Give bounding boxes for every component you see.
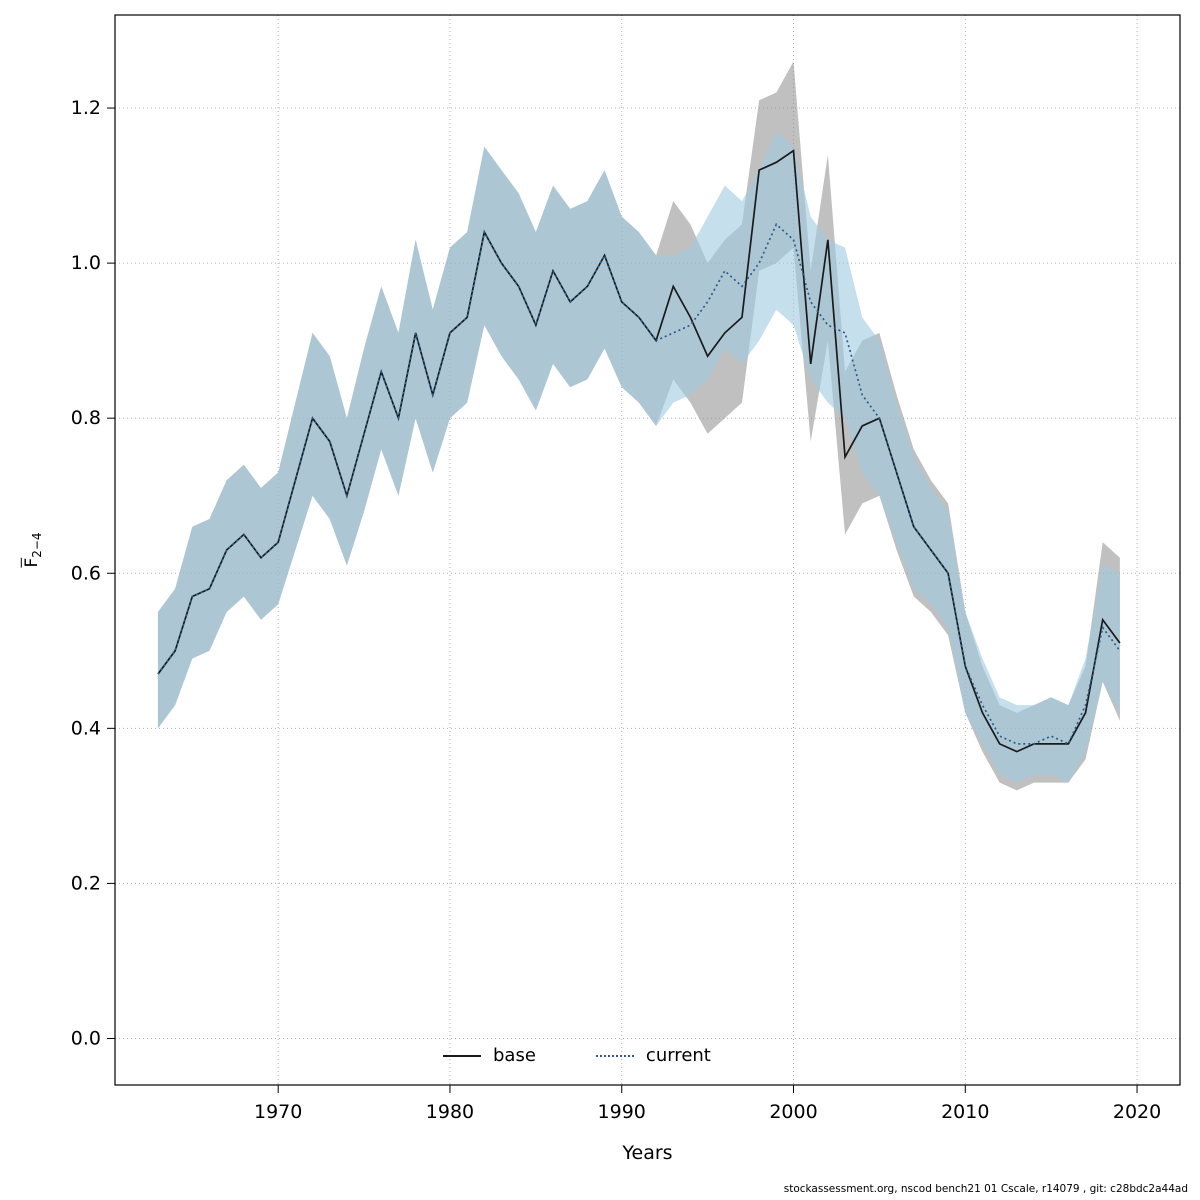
y-tick-label: 0.0 — [71, 1027, 101, 1049]
current-line-swatch — [595, 1054, 634, 1057]
y-tick-label: 1.2 — [71, 97, 101, 119]
plot-frame — [114, 14, 1181, 1086]
y-axis-label: F2−4 — [22, 532, 44, 567]
legend-label-base: base — [493, 1045, 536, 1066]
footer-citation: stockassessment.org, nscod bench21 01 Cs… — [783, 1183, 1188, 1195]
x-axis-label: Years — [622, 1142, 673, 1164]
legend: base current — [443, 1045, 711, 1066]
y-tick-label: 0.6 — [71, 562, 101, 584]
x-tick-label: 1980 — [426, 1101, 474, 1123]
y-tick-label: 1.0 — [71, 252, 101, 274]
y-tick-label: 0.2 — [71, 872, 101, 894]
y-tick-label: 0.4 — [71, 717, 101, 739]
base-line-swatch — [443, 1054, 481, 1057]
y-axis-label-letter: F — [21, 557, 42, 568]
x-tick-label: 2020 — [1113, 1101, 1161, 1123]
x-tick-label: 2000 — [769, 1101, 817, 1123]
current-confidence-band — [157, 131, 1120, 783]
y-axis-label-subscript: 2−4 — [30, 532, 45, 558]
x-tick-label: 1970 — [254, 1101, 302, 1123]
legend-item-current: current — [595, 1045, 711, 1066]
legend-label-current: current — [645, 1045, 711, 1066]
x-tick-label: 1990 — [598, 1101, 646, 1123]
current-line — [157, 222, 1121, 745]
x-tick-label: 2010 — [941, 1101, 989, 1123]
legend-item-base: base — [443, 1045, 536, 1066]
y-tick-label: 0.8 — [71, 407, 101, 429]
